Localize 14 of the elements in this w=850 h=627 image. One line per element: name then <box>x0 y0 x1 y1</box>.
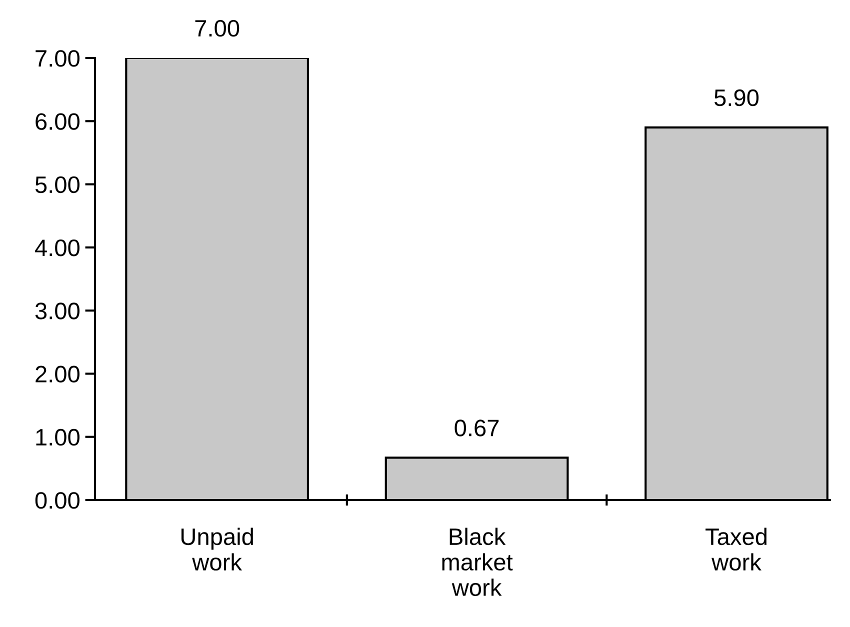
y-tick-label: 0.00 <box>35 492 80 509</box>
y-tick-label: 2.00 <box>36 366 80 382</box>
x-tick-label: Black market work <box>442 528 513 596</box>
y-tick-label: 1.00 <box>36 428 80 446</box>
data-label: 0.67 <box>454 420 499 436</box>
data-label: 7.00 <box>195 20 240 37</box>
y-tick-label: 5.00 <box>35 176 80 194</box>
data-label: 5.90 <box>714 89 759 106</box>
y-tick-label: 6.00 <box>36 113 80 130</box>
x-tick-label: Taxed work <box>706 528 766 571</box>
y-tick-label: 7.00 <box>36 50 80 67</box>
y-tick-label: 4.00 <box>35 239 80 256</box>
y-tick-label: 3.00 <box>35 302 80 320</box>
x-tick-label: Unpaid work <box>181 528 253 571</box>
